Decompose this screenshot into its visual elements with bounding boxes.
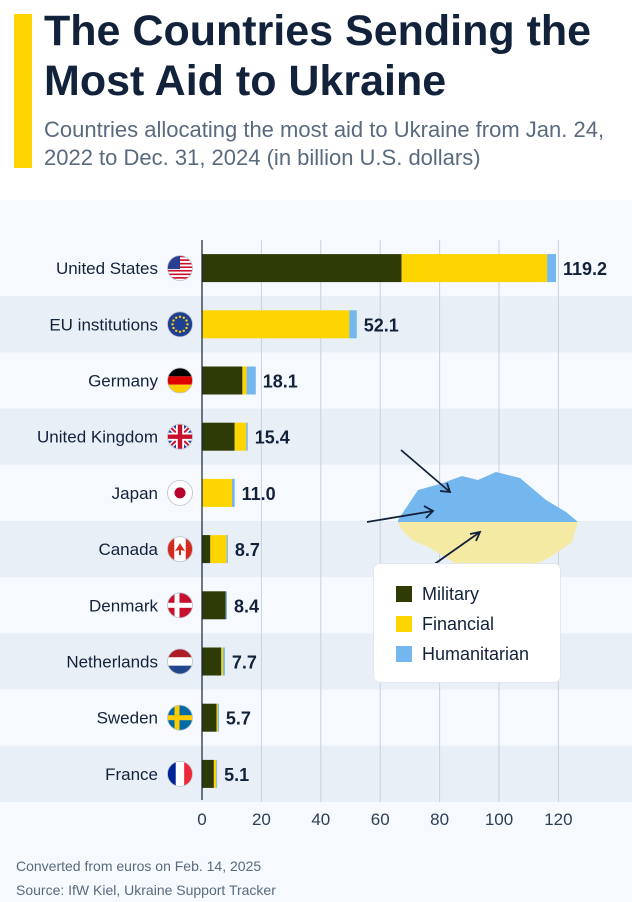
legend-item-humanitarian: Humanitarian [396, 643, 529, 665]
bar-military [202, 366, 243, 395]
japan-flag-icon [167, 479, 193, 506]
legend-label-financial: Financial [422, 613, 495, 634]
ukraine-map-bottom [398, 522, 578, 584]
germany-flag-icon [167, 367, 193, 394]
x-tick-label: 0 [197, 810, 206, 829]
total-labels: 119.2 52.1 18.1 15.4 11.0 8.7 8.4 7.7 5.7 5.1 [224, 259, 607, 785]
sweden-flag-icon [167, 704, 193, 731]
total-label: 15.4 [255, 428, 290, 448]
us-flag-icon [167, 255, 193, 281]
category-label: Denmark [89, 596, 158, 615]
bar-military [202, 759, 214, 788]
total-label: 11.0 [242, 484, 276, 504]
bar-financial [234, 422, 247, 451]
bar-military [202, 535, 211, 564]
legend-label-humanitarian: Humanitarian [422, 643, 530, 664]
legend: Military Financial Humanitarian [374, 564, 560, 682]
chart-title: The Countries Sending the Most Aid to Uk… [44, 7, 592, 105]
bar-financial [401, 254, 548, 283]
legend-swatch-financial [396, 616, 412, 632]
map-arrows [366, 449, 482, 571]
category-label: Netherlands [66, 653, 158, 672]
bar-humanitarian [246, 422, 248, 451]
category-label: Sweden [97, 709, 158, 728]
source-note: Source: IfW Kiel, Ukraine Support Tracke… [16, 882, 276, 898]
total-label: 8.4 [234, 596, 259, 616]
legend-swatch-humanitarian [396, 646, 412, 662]
accent-bar [14, 14, 32, 168]
chart-subtitle: Countries allocating the most aid to Ukr… [44, 117, 605, 170]
bar-humanitarian [223, 647, 225, 676]
row-band [0, 352, 632, 409]
bar-financial [213, 759, 217, 788]
x-tick-label: 100 [485, 810, 513, 829]
denmark-flag-icon [167, 592, 193, 619]
bars [202, 254, 557, 788]
x-tick-label: 60 [371, 810, 390, 829]
total-label: 5.1 [224, 765, 249, 785]
category-label: EU institutions [49, 315, 158, 334]
x-tick-labels: 0 20 40 60 80 100 120 [197, 810, 572, 829]
bar-financial [202, 310, 350, 339]
bar-military [202, 591, 226, 620]
total-label: 52.1 [364, 315, 399, 335]
bar-financial [210, 535, 227, 564]
bar-financial [216, 703, 218, 732]
category-label: Germany [88, 372, 158, 391]
x-tick-label: 120 [544, 810, 572, 829]
legend-item-financial: Financial [396, 613, 494, 635]
canada-flag-icon [167, 536, 193, 563]
row-band [0, 689, 632, 746]
bar-humanitarian [217, 703, 219, 732]
map-arrow-humanitarian [366, 510, 434, 523]
total-label: 18.1 [263, 372, 298, 392]
category-label: Canada [98, 540, 158, 559]
total-label: 119.2 [563, 259, 607, 279]
row-band [0, 745, 632, 802]
total-label: 7.7 [232, 653, 257, 673]
bar-financial [202, 478, 232, 507]
bar-humanitarian [349, 310, 357, 339]
category-label: Japan [112, 484, 158, 503]
bar-military [202, 254, 402, 283]
x-tick-label: 80 [430, 810, 449, 829]
category-labels: United States EU institutions Germany Unite… [37, 259, 159, 784]
bar-financial [221, 647, 224, 676]
x-tick-label: 20 [252, 810, 271, 829]
total-label: 5.7 [226, 709, 251, 729]
bar-humanitarian [216, 759, 218, 788]
bar-humanitarian [231, 478, 235, 507]
legend-item-military: Military [396, 583, 479, 605]
bar-humanitarian [246, 366, 256, 395]
map-arrow-financial [425, 531, 481, 571]
footnote-conversion: Converted from euros on Feb. 14, 2025 [16, 858, 262, 874]
bar-humanitarian [547, 254, 557, 283]
legend-label-military: Military [422, 583, 479, 604]
row-band [0, 408, 632, 465]
bar-humanitarian [225, 591, 227, 620]
france-flag-icon [167, 761, 193, 787]
category-label: United States [56, 259, 158, 278]
eu-flag-icon [167, 311, 193, 338]
legend-swatch-military [396, 586, 412, 602]
category-label: France [105, 765, 158, 784]
netherlands-flag-icon [167, 648, 193, 675]
uk-flag-icon [167, 423, 193, 450]
bar-chart: United States EU institutions Germany Unite… [0, 240, 632, 829]
x-tick-label: 40 [311, 810, 330, 829]
total-label: 8.7 [235, 540, 260, 560]
bar-military [202, 422, 235, 451]
bar-humanitarian [226, 535, 228, 564]
map-arrow-military [400, 449, 451, 493]
bar-financial [242, 366, 247, 395]
bar-military [202, 647, 222, 676]
flags [167, 255, 193, 787]
ukraine-map-top [398, 472, 578, 522]
category-label: United Kingdom [37, 428, 158, 447]
bar-military [202, 703, 217, 732]
